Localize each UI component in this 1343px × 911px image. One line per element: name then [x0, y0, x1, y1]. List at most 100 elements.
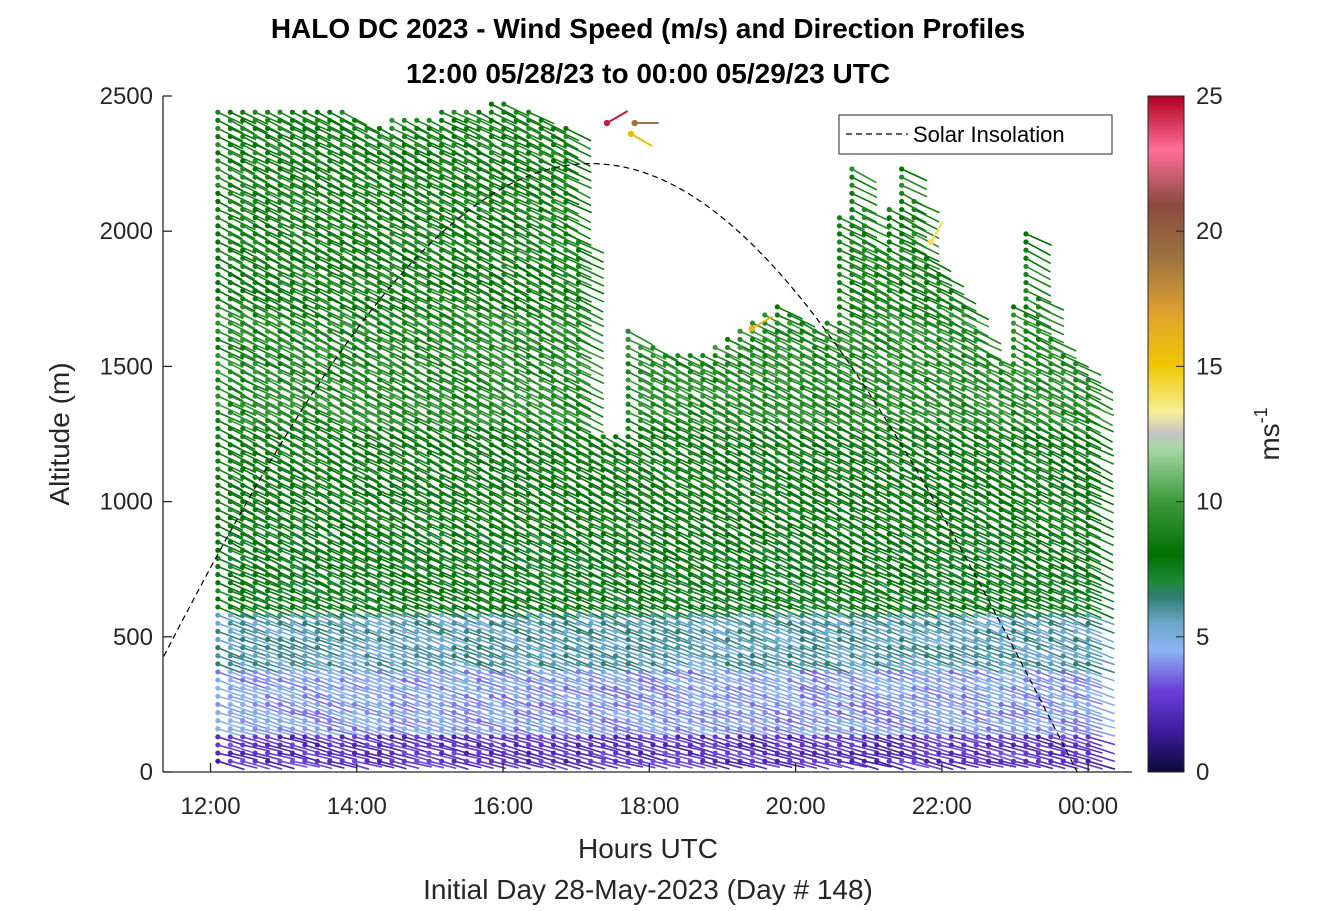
wind-barb-point [277, 588, 283, 594]
wind-barb [565, 135, 592, 150]
wind-barb-point [264, 531, 271, 537]
wind-barb [254, 663, 282, 675]
wind-barb-point [488, 336, 494, 342]
wind-barb [354, 638, 382, 651]
wind-barb-point [426, 734, 432, 740]
wind-barb-point [426, 263, 432, 269]
wind-barb [279, 736, 308, 745]
wind-barb-point [488, 320, 494, 326]
wind-barb-point [352, 726, 358, 732]
wind-barb-point [488, 109, 494, 115]
wind-barb-point [550, 693, 557, 699]
wind-barb-point [414, 645, 420, 651]
wind-barb-point [550, 620, 557, 626]
wind-barb-point [240, 726, 246, 732]
wind-barb-point [389, 588, 395, 594]
wind-barb-point [588, 604, 594, 610]
wind-barb-point [277, 490, 283, 497]
wind-barb-point [227, 620, 233, 626]
wind-barb-point [339, 515, 345, 521]
wind-barb-point [501, 190, 507, 196]
wind-barb-point [352, 474, 358, 480]
wind-barb-point [451, 555, 457, 561]
wind-barb [230, 719, 258, 729]
wind-barb-point [376, 693, 383, 699]
wind-barb-point [488, 271, 494, 278]
wind-barb-point [376, 677, 383, 683]
wind-barb [242, 695, 270, 707]
wind-barb [366, 744, 395, 753]
wind-barb-point [240, 474, 246, 480]
wind-barb-point [264, 328, 271, 334]
wind-barb-point [613, 685, 619, 691]
wind-barb-point [426, 701, 432, 708]
wind-barb [478, 695, 506, 706]
wind-barb-point [538, 442, 544, 448]
wind-barb-point [575, 279, 581, 286]
wind-barb-point [289, 555, 296, 561]
wind-barb-point [563, 393, 569, 399]
wind-barb [528, 727, 557, 737]
wind-barb-point [376, 563, 383, 570]
wind-barb-point [376, 304, 383, 310]
wind-barb-point [401, 661, 407, 667]
wind-barb [354, 679, 382, 690]
wind-barb-point [488, 636, 494, 643]
wind-barb-point [439, 288, 445, 294]
wind-barb-point [550, 247, 557, 253]
wind-barb-point [314, 174, 320, 180]
wind-barb [329, 687, 357, 699]
wind-barb-point [476, 620, 482, 626]
wind-barb-point [426, 304, 432, 310]
wind-barb-point [451, 255, 457, 261]
wind-barb-point [339, 718, 345, 724]
wind-barb-point [563, 182, 569, 188]
wind-barb-point [227, 726, 233, 732]
wind-barb-point [501, 279, 507, 286]
wind-barb-point [240, 369, 246, 375]
wind-barb [354, 703, 382, 714]
wind-barb-point [575, 693, 581, 699]
wind-barb [242, 711, 270, 722]
wind-barb-point [588, 636, 594, 643]
wind-barb-point [240, 742, 246, 748]
wind-barb [516, 752, 544, 762]
wind-barb-point [289, 296, 296, 302]
wind-barb-point [339, 125, 345, 132]
wind-barb-point [401, 150, 407, 156]
wind-barb [267, 646, 295, 658]
wind-barb-point [513, 158, 519, 164]
wind-barb [217, 565, 245, 578]
wind-barb [242, 736, 270, 746]
wind-barb [404, 573, 431, 586]
wind-barb-point [550, 612, 557, 618]
wind-barb-point [327, 401, 333, 407]
wind-barb [217, 630, 245, 642]
wind-barb-point [426, 645, 432, 651]
wind-barb-point [376, 709, 383, 716]
wind-barb [565, 127, 592, 142]
wind-barb-point [476, 596, 482, 602]
wind-barb-point [327, 296, 333, 302]
wind-barb [553, 654, 580, 668]
wind-barb [553, 760, 581, 770]
wind-barb-point [550, 580, 557, 586]
wind-barb-point [451, 304, 457, 310]
wind-barb-point [215, 328, 221, 334]
wind-barb-point [513, 215, 519, 221]
wind-barb-point [563, 279, 569, 286]
wind-barb-point [463, 450, 470, 456]
wind-barb [478, 646, 506, 660]
wind-barb-point [575, 628, 581, 634]
wind-barb-point [575, 458, 581, 464]
wind-barb-point [240, 312, 246, 318]
wind-barb-point [215, 539, 221, 545]
wind-barb [441, 573, 468, 587]
wind-barb [528, 606, 556, 618]
wind-barb-point [364, 466, 370, 472]
wind-barb [428, 654, 456, 667]
wind-barb [578, 346, 605, 360]
wind-barb [379, 671, 406, 683]
wind-barb-point [289, 223, 296, 229]
wind-barb [379, 565, 406, 579]
